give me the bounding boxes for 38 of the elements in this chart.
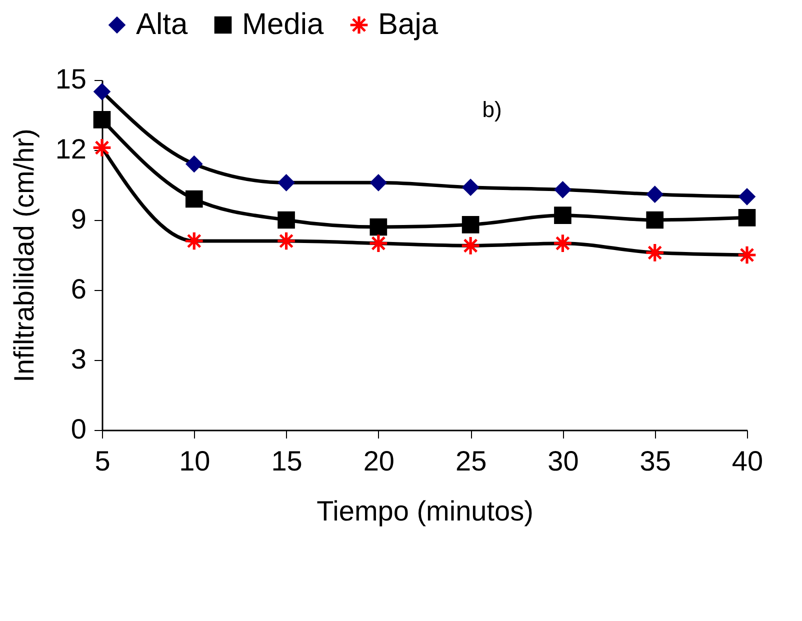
point bbox=[185, 155, 203, 173]
point bbox=[185, 190, 203, 208]
legend-label: Baja bbox=[378, 8, 438, 41]
x-axis-title: Tiempo (minutos) bbox=[316, 496, 534, 526]
point bbox=[93, 83, 111, 100]
point bbox=[462, 178, 480, 196]
point bbox=[462, 216, 480, 234]
annotation: b) bbox=[482, 97, 502, 122]
point bbox=[646, 211, 664, 229]
point bbox=[554, 206, 572, 224]
point bbox=[93, 139, 111, 156]
point bbox=[738, 246, 756, 264]
y-tick-label: 9 bbox=[70, 204, 86, 234]
x-tick-label: 15 bbox=[271, 446, 302, 476]
x-tick-label: 40 bbox=[732, 446, 764, 476]
y-tick-label: 15 bbox=[55, 64, 86, 94]
y-tick-label: 12 bbox=[55, 134, 86, 164]
point bbox=[646, 186, 664, 203]
legend-label: Alta bbox=[136, 8, 188, 41]
x-tick-label: 20 bbox=[363, 446, 395, 476]
point bbox=[278, 174, 295, 192]
legend-label: Media bbox=[242, 8, 324, 41]
y-tick-label: 0 bbox=[70, 414, 86, 444]
x-tick-label: 30 bbox=[548, 446, 579, 476]
x-tick-label: 5 bbox=[94, 446, 110, 476]
point bbox=[93, 111, 111, 128]
y-axis-title: Infiltrabilidad (cm/hr) bbox=[8, 128, 40, 382]
point bbox=[554, 181, 572, 198]
x-tick-label: 25 bbox=[455, 446, 487, 476]
x-tick-label: 10 bbox=[179, 446, 210, 476]
point bbox=[370, 218, 388, 236]
point bbox=[738, 188, 756, 206]
point bbox=[370, 174, 388, 192]
point bbox=[738, 209, 756, 226]
y-tick-label: 3 bbox=[70, 344, 86, 374]
x-tick-label: 35 bbox=[640, 446, 671, 476]
point bbox=[278, 211, 295, 229]
y-tick-label: 6 bbox=[70, 274, 86, 304]
